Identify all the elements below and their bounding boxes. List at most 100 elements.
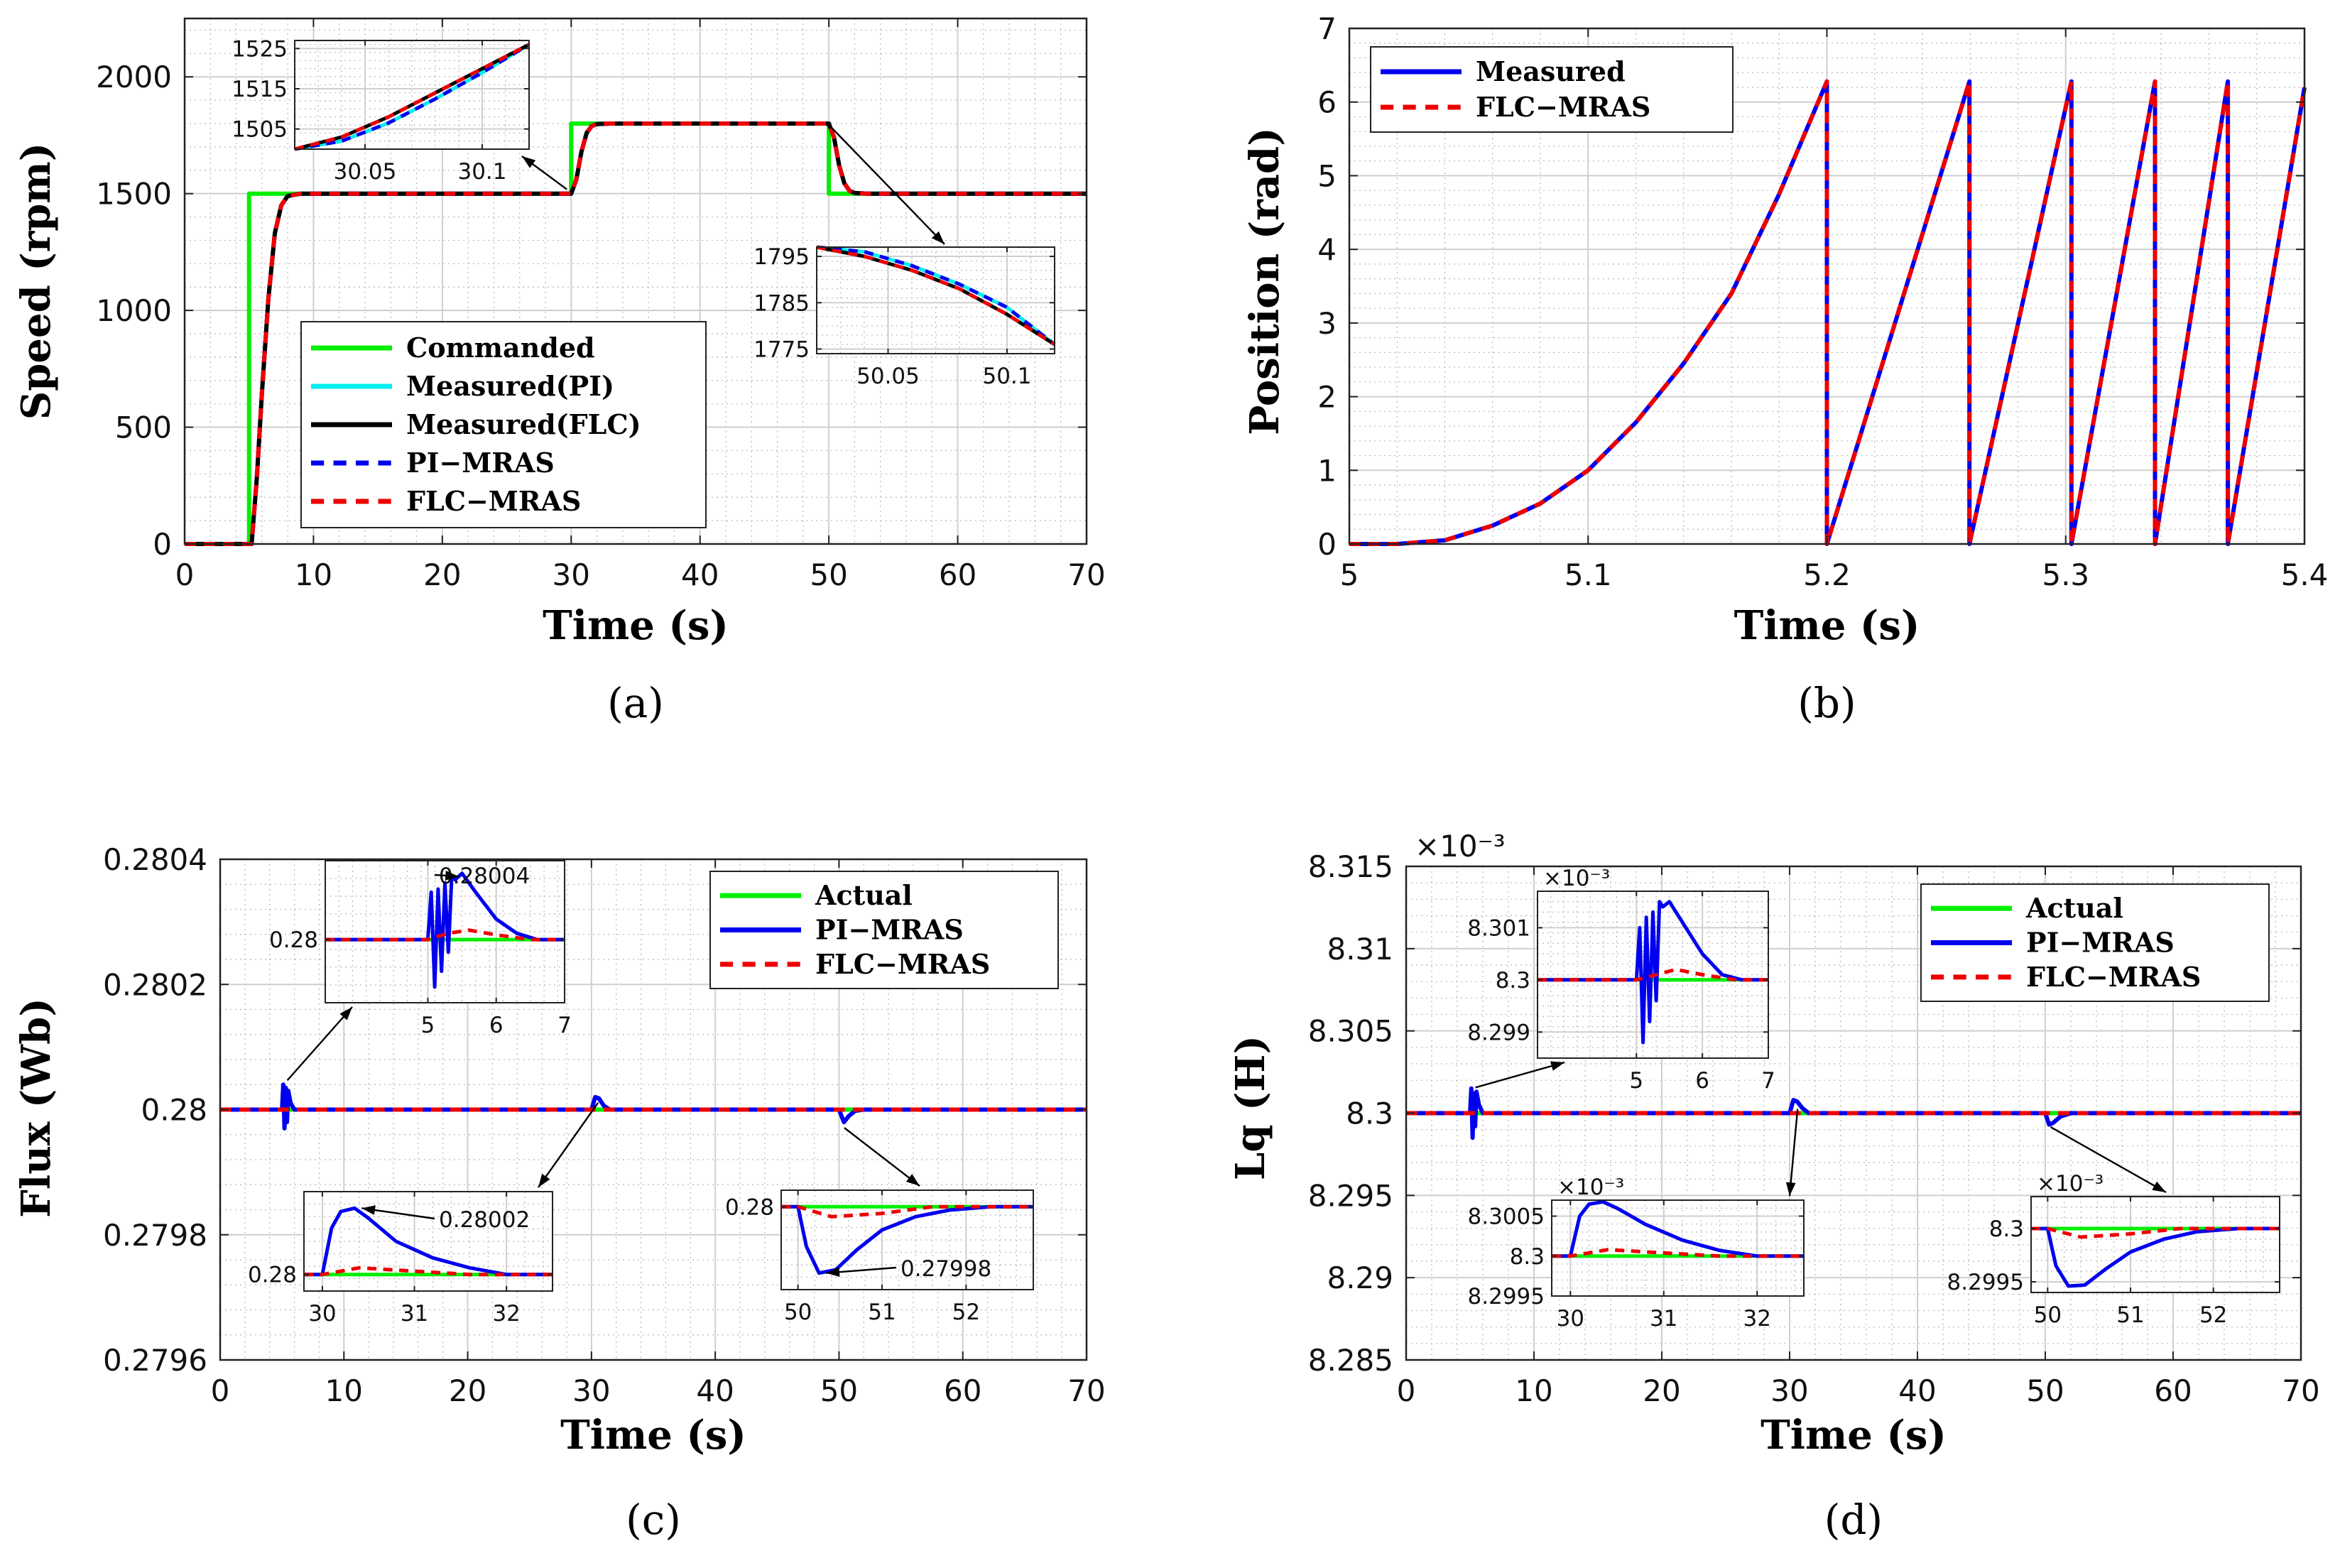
chart-d-ytick-label: 8.285 (1308, 1343, 1393, 1378)
chart-d-inset-0-ytick-label: 8.3 (1496, 968, 1530, 993)
chart-d-inset-0-xtick-label: 5 (1629, 1068, 1643, 1094)
chart-d-ytick-label: 8.295 (1308, 1178, 1393, 1213)
chart-d-inset-0-ytick-label: 8.301 (1467, 915, 1530, 941)
chart-c-xtick-label: 50 (820, 1373, 858, 1408)
chart-d-ytick-label: 8.315 (1308, 849, 1393, 884)
chart-b-series-1 (1349, 79, 2307, 546)
chart-c-inset-2-series (781, 1204, 1033, 1275)
chart-c-inset-1-series-2 (304, 1265, 553, 1277)
chart-d-inset-2-xtick-label: 51 (2116, 1302, 2144, 1328)
chart-c-inset-2-annotation-arrow-head (826, 1267, 840, 1278)
chart-d-inset-2-xtick-label: 52 (2199, 1302, 2227, 1328)
chart-a-xtick-label: 70 (1067, 557, 1105, 592)
chart-a-inset-1-plot-bg (817, 247, 1055, 354)
chart-a-inset-0-ytick-label: 1525 (232, 36, 288, 62)
chart-c-inset-1-xtick-label: 32 (492, 1301, 520, 1327)
chart-b-ytick-label: 0 (1317, 527, 1337, 562)
chart-c-xtick-label: 0 (211, 1373, 230, 1408)
chart-a-xtick-label: 40 (681, 557, 719, 592)
chart-a-xtick-label: 30 (553, 557, 590, 592)
chart-c-inset-0-xtick-label: 6 (489, 1013, 504, 1038)
chart-a-legend: Commanded Measured(PI) Measured(FLC) PI−MRA… (300, 321, 707, 528)
chart-d-ytick-label: 8.3 (1346, 1096, 1393, 1131)
chart-b-xtick-label: 5 (1340, 557, 1359, 592)
chart-c-x-axis-label: Time (s) (560, 1412, 746, 1459)
chart-d-xtick-label: 10 (1515, 1373, 1552, 1408)
chart-b-xtick-label: 5.2 (1803, 557, 1851, 592)
chart-c-inset-2-xtick-label: 50 (784, 1300, 812, 1325)
chart-d-inset-1-exponent-label: ×10⁻³ (1557, 1175, 1624, 1200)
chart-a-inset-0-series (294, 43, 530, 151)
chart-a-xtick-label: 0 (175, 557, 195, 592)
legend-label-3: PI−MRAS (406, 447, 555, 479)
chart-d-ytick-label: 8.305 (1308, 1014, 1393, 1049)
chart-d-inset-2-series-2 (2031, 1226, 2280, 1239)
chart-d-inset-0-pointer-arrow-head (1550, 1061, 1564, 1071)
chart-b-ytick-label: 5 (1317, 158, 1337, 193)
chart-a-inset-1-series-1 (816, 245, 1056, 346)
chart-b-x-axis-label: Time (s) (1734, 602, 1920, 649)
chart-a-frame (183, 17, 1088, 545)
legend-label-0: Commanded (406, 332, 595, 364)
chart-b-ytick-label: 6 (1317, 85, 1337, 120)
chart-d-inset-0: 5 6 7 8.299 8.3 8.301 ×10⁻³ (1467, 866, 1775, 1094)
chart-c-inset-0-annotation-arrow-head (445, 871, 459, 881)
legend-label-2: FLC−MRAS (815, 948, 990, 980)
chart-c-inset-1: 30 31 32 0.28 0.28002 (248, 1102, 599, 1327)
chart-c-caption: (c) (626, 1496, 681, 1544)
chart-d-series (1406, 1086, 2301, 1140)
chart-c-inset-0-series (325, 871, 565, 989)
chart-d-inset-2-plot-bg (2031, 1197, 2280, 1292)
chart-a-inset-1-ytick-label: 1785 (753, 290, 810, 316)
legend-label-0: Actual (2025, 892, 2123, 924)
chart-c-ytick-label: 0.2802 (103, 967, 207, 1002)
chart-c-inset-1-xtick-label: 30 (308, 1301, 336, 1327)
chart-c-inset-1-pointer-arrow-head (538, 1173, 550, 1187)
chart-a-inset-1: 50.05 50.1 1775 1785 1795 (753, 127, 1056, 389)
chart-c-inset-1-pointer-arrow-shaft (538, 1102, 599, 1188)
chart-d-y-axis-label: Lq (H) (1227, 1035, 1274, 1180)
chart-a-x-axis-label: Time (s) (543, 602, 729, 649)
chart-c-xtick-label: 40 (696, 1373, 734, 1408)
chart-b-y-axis-label: Position (rad) (1241, 127, 1288, 435)
chart-a-xtick-label: 50 (810, 557, 847, 592)
chart-d-xtick-label: 30 (1770, 1373, 1808, 1408)
chart-d-inset-1-series (1552, 1199, 1804, 1258)
chart-c-inset-1-xtick-label: 31 (401, 1301, 428, 1327)
chart-b-ytick-label: 4 (1317, 232, 1337, 267)
chart-d-inset-1-ytick-label: 8.3005 (1468, 1204, 1545, 1230)
chart-b-xtick-label: 5.4 (2281, 557, 2329, 592)
chart-d-inset-0-series-1 (1538, 900, 1768, 1045)
legend-label-1: FLC−MRAS (1476, 91, 1650, 123)
chart-d-x-axis-label: Time (s) (1761, 1412, 1947, 1459)
chart-d-inset-0-exponent-label: ×10⁻³ (1543, 866, 1610, 891)
chart-a-ytick-label: 1000 (96, 293, 172, 328)
chart-c-inset-2-xtick-label: 52 (952, 1300, 980, 1325)
chart-d-inset-1-series-2 (1552, 1248, 1804, 1258)
chart-c-inset-0-series-1 (325, 871, 565, 989)
chart-d-inset-2-ytick-label: 8.2995 (1947, 1270, 2024, 1295)
chart-c-inset-0-ytick-label: 0.28 (269, 927, 318, 953)
chart-c-inset-2-xtick-label: 51 (868, 1300, 896, 1325)
chart-d-inset-2-pointer-arrow-shaft (2050, 1126, 2167, 1194)
chart-c-inset-0-xtick-label: 7 (557, 1013, 572, 1038)
legend-box (1370, 46, 1734, 133)
chart-b-series (1349, 79, 2307, 546)
chart-a-inset-0-xtick-label: 30.05 (334, 159, 397, 185)
chart-b-grid (1349, 28, 2305, 545)
chart-a-inset-0: 30.05 30.1 1505 1515 1525 (232, 36, 567, 190)
chart-d-inset-2: 50 51 52 8.2995 8.3 ×10⁻³ (1947, 1126, 2280, 1328)
chart-c-inset-1-annotation-arrow-head (361, 1205, 376, 1215)
chart-b-ytick-label: 3 (1317, 306, 1337, 341)
chart-c-xtick-label: 60 (944, 1373, 981, 1408)
chart-a-inset-1-frame (816, 246, 1055, 354)
chart-b-ytick-label: 1 (1317, 453, 1337, 488)
chart-c-series (220, 1082, 1087, 1131)
chart-c-ytick-label: 0.28 (141, 1093, 207, 1128)
chart-c-inset-0-xtick-label: 5 (421, 1013, 435, 1038)
chart-d-xtick-label: 60 (2154, 1373, 2192, 1408)
chart-a-inset-0-xtick-label: 30.1 (457, 159, 506, 185)
legend-label-0: Actual (815, 879, 913, 911)
